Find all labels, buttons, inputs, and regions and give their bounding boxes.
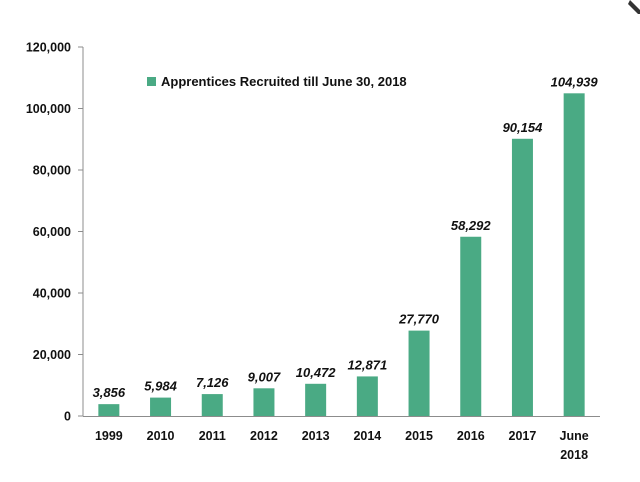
x-tick-label: 2017: [509, 429, 537, 443]
x-tick-label: 1999: [95, 429, 123, 443]
bar: [460, 236, 482, 416]
legend: Apprentices Recruited till June 30, 2018: [147, 74, 407, 89]
x-tick-label: June: [560, 429, 589, 443]
data-label: 104,939: [551, 74, 599, 89]
data-labels: 3,856 5,984 7,126 9,007 10,472 12,871 27,770 58…: [93, 74, 599, 400]
y-tick-label: 40,000: [33, 287, 71, 301]
y-tick-label: 100,000: [26, 102, 71, 116]
legend-swatch: [147, 77, 156, 86]
x-tick-label: 2014: [353, 429, 381, 443]
bar: [305, 383, 327, 416]
data-label: 90,154: [503, 120, 544, 135]
bar: [511, 138, 533, 417]
x-tick-label: 2012: [250, 429, 278, 443]
data-label: 10,472: [296, 365, 337, 380]
x-tick-label: 2018: [560, 448, 588, 462]
x-axis: 1999 2010 2011 2012 2013 2014 2015 2016 2017 June…: [83, 416, 600, 462]
y-axis: 0 20,000 40,000 60,000 80,000 100,000 120,000: [26, 41, 84, 424]
y-tick-label: 0: [64, 410, 71, 424]
y-tick-label: 80,000: [33, 164, 71, 178]
data-label: 9,007: [248, 369, 281, 384]
y-tick-label: 60,000: [33, 225, 71, 239]
x-tick-label: 2011: [199, 429, 226, 443]
bar: [150, 397, 172, 416]
x-tick-label: 2010: [147, 429, 175, 443]
data-label: 58,292: [451, 218, 492, 233]
data-label: 12,871: [347, 357, 387, 372]
y-tick-label: 20,000: [33, 348, 71, 362]
data-label: 5,984: [144, 379, 177, 394]
data-label: 7,126: [196, 375, 229, 390]
legend-label: Apprentices Recruited till June 30, 2018: [161, 74, 407, 89]
y-tick-label: 120,000: [26, 41, 71, 55]
bar: [356, 376, 378, 416]
x-tick-label: 2013: [302, 429, 330, 443]
bar: [563, 93, 585, 417]
x-tick-label: 2015: [405, 429, 433, 443]
bar: [98, 404, 120, 416]
data-label: 3,856: [93, 385, 126, 400]
bar: [408, 330, 430, 416]
bar: [201, 394, 223, 416]
x-tick-label: 2016: [457, 429, 485, 443]
corner-arrow-icon: [628, 0, 640, 14]
bar: [253, 388, 275, 416]
data-label: 27,770: [398, 312, 440, 327]
bars: [98, 93, 585, 417]
